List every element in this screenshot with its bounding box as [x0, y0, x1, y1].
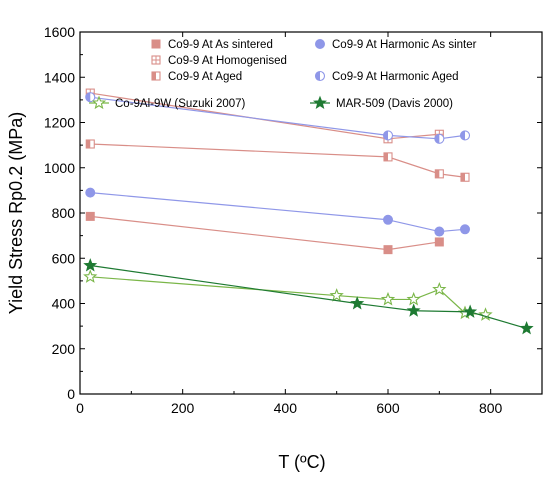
legend-marker	[151, 55, 161, 65]
legend-marker	[315, 39, 325, 49]
y-tick-label: 600	[52, 250, 76, 266]
data-point	[85, 211, 95, 221]
legend-entry: Co9-9 At As sintered	[151, 39, 273, 51]
data-point	[460, 224, 470, 235]
data-point	[432, 281, 447, 296]
data-point	[478, 307, 493, 321]
legend-entry: Co9-9 At Harmonic Aged	[314, 70, 459, 83]
data-point	[434, 133, 445, 144]
legend-entry: Co9-9 At Harmonic As sinter	[315, 39, 477, 51]
legend-label: Co9-9 At Aged	[168, 71, 242, 83]
x-axis-title: T (ºC)	[278, 452, 325, 472]
data-point	[380, 291, 396, 306]
series-2	[85, 139, 470, 182]
legend-entry: Co9-9 At Aged	[151, 71, 242, 83]
legend-label: Co9-9 At Homogenised	[168, 55, 287, 67]
data-point	[459, 130, 471, 141]
y-tick-label: 1000	[44, 160, 75, 176]
data-point	[383, 245, 393, 255]
series-5	[83, 269, 493, 321]
legend-marker	[314, 70, 326, 82]
series-3	[85, 187, 470, 237]
legend-entry: Co9-9 At Homogenised	[151, 55, 287, 67]
legend-entry: MAR-509 (Davis 2000)	[310, 95, 453, 110]
legend-label: Co9-9 At Harmonic Aged	[332, 71, 459, 83]
data-point	[406, 291, 421, 306]
y-tick-label: 1200	[44, 115, 75, 131]
data-point	[85, 92, 96, 103]
data-point	[383, 152, 393, 162]
series-0	[85, 211, 444, 255]
data-point	[434, 169, 444, 179]
series-layer	[83, 88, 534, 335]
legend-label: MAR-509 (Davis 2000)	[336, 98, 453, 110]
y-tick-label: 1400	[44, 69, 75, 85]
data-point	[463, 304, 478, 318]
data-point	[383, 214, 393, 225]
x-tick-label: 800	[479, 400, 503, 416]
data-point	[382, 130, 394, 141]
data-point	[460, 172, 470, 182]
series-line	[90, 96, 466, 140]
data-point	[434, 226, 445, 237]
data-point	[83, 258, 98, 272]
legend-label: Co9-9 At As sintered	[168, 39, 273, 51]
y-tick-label: 400	[52, 296, 76, 312]
legend-marker	[151, 39, 161, 49]
y-tick-label: 0	[67, 386, 75, 402]
y-tick-label: 200	[52, 341, 76, 357]
legend-marker	[91, 95, 107, 110]
series-6	[83, 258, 534, 335]
y-tick-label: 800	[52, 205, 76, 221]
series-line	[90, 143, 466, 178]
series-4	[85, 92, 471, 144]
legend-marker	[312, 95, 328, 109]
data-point	[434, 237, 444, 247]
data-point	[85, 187, 96, 198]
legend-marker	[151, 71, 161, 81]
data-point	[519, 321, 534, 335]
x-tick-label: 200	[171, 400, 195, 416]
data-point	[350, 296, 365, 310]
data-point	[329, 288, 344, 302]
y-tick-label: 1600	[44, 24, 75, 40]
data-point	[85, 139, 95, 149]
x-tick-label: 0	[76, 400, 84, 416]
legend-label: Co-9Al-9W (Suzuki 2007)	[115, 98, 246, 110]
legend-entry: Co-9Al-9W (Suzuki 2007)	[89, 95, 246, 110]
axes-layer: 0 200 400 600 800 1000 1200 1400 1600 0 200 400 600 8…	[44, 24, 542, 416]
series-line	[90, 192, 466, 233]
y-axis-title: Yield Stress Rp0.2 (MPa)	[6, 112, 26, 314]
x-tick-label: 600	[376, 400, 400, 416]
data-point	[83, 269, 98, 283]
x-tick-label: 400	[274, 400, 298, 416]
data-point	[406, 303, 421, 317]
legend: Co9-9 At As sintered Co9-9 At Harmonic As…	[89, 39, 477, 110]
legend-label: Co9-9 At Harmonic As sinter	[332, 39, 477, 51]
